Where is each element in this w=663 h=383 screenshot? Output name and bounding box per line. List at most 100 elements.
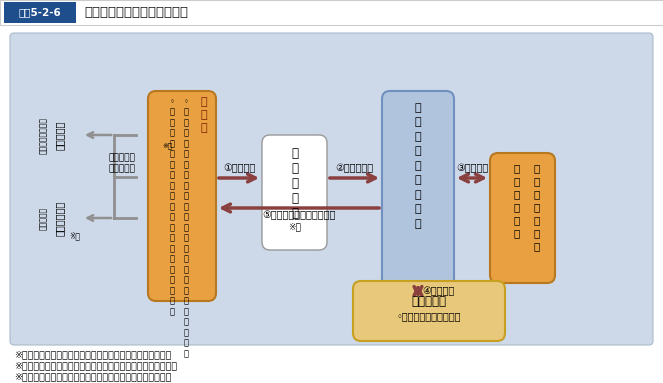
FancyBboxPatch shape	[262, 135, 327, 250]
Text: ご: ご	[170, 108, 174, 116]
Text: 入: 入	[184, 149, 188, 159]
Text: 加: 加	[184, 286, 188, 295]
Text: 生: 生	[414, 147, 421, 157]
Text: に: に	[184, 244, 188, 253]
FancyBboxPatch shape	[353, 281, 505, 341]
Text: る: る	[184, 192, 188, 200]
Text: 場: 場	[170, 223, 174, 232]
FancyBboxPatch shape	[4, 2, 76, 23]
Text: 年: 年	[291, 147, 298, 160]
Text: ※１　年金事務所で直ちに記録訂正できるものもあります。: ※１ 年金事務所で直ちに記録訂正できるものもあります。	[14, 350, 171, 359]
Text: 請: 請	[201, 97, 208, 107]
Text: ④諮問答申: ④諮問答申	[422, 286, 454, 296]
Text: 長: 長	[414, 219, 421, 229]
Text: 金: 金	[184, 265, 188, 274]
Text: 去: 去	[184, 234, 188, 242]
Text: て: て	[170, 192, 174, 200]
Text: た: た	[184, 339, 188, 347]
Text: に: に	[184, 129, 188, 137]
FancyBboxPatch shape	[0, 0, 663, 25]
Text: 司法手続きへ: 司法手続きへ	[55, 200, 65, 236]
Text: ⑤訂正（不訂正）決定通知: ⑤訂正（不訂正）決定通知	[263, 210, 335, 220]
Text: 地: 地	[414, 103, 421, 113]
Text: は: は	[170, 244, 174, 253]
Text: て: て	[184, 170, 188, 180]
Text: 局: 局	[414, 205, 421, 214]
Text: 務: 務	[291, 192, 298, 205]
Text: 求: 求	[201, 110, 208, 120]
Text: ◦: ◦	[184, 97, 188, 106]
Text: 関: 関	[534, 215, 540, 225]
Text: 地方審議会: 地方審議会	[412, 295, 446, 308]
Text: が: が	[170, 139, 174, 148]
Text: 方: 方	[170, 307, 174, 316]
Text: （裁判所）: （裁判所）	[38, 206, 48, 229]
Text: に: に	[184, 275, 188, 285]
Text: ※３: ※３	[70, 231, 80, 241]
Text: 不服申立へ: 不服申立へ	[55, 120, 65, 150]
FancyBboxPatch shape	[382, 91, 454, 301]
Text: 行: 行	[513, 163, 520, 173]
Text: ②請求書送付: ②請求書送付	[335, 163, 373, 173]
Text: 方: 方	[414, 118, 421, 128]
Text: の: の	[170, 296, 174, 306]
Text: ※３　不服申立を行わずに訴訟を提起することができます。: ※３ 不服申立を行わずに訴訟を提起することができます。	[14, 372, 171, 381]
Text: 所: 所	[291, 207, 298, 220]
Text: し: し	[184, 160, 188, 169]
Text: ・: ・	[184, 213, 188, 221]
Text: 過: 過	[184, 223, 188, 232]
Text: っ: っ	[170, 181, 174, 190]
Text: 、: 、	[170, 254, 174, 264]
Text: い: い	[170, 202, 174, 211]
Text: 者: 者	[534, 241, 540, 251]
Text: 係: 係	[534, 228, 540, 238]
Text: ）: ）	[414, 190, 421, 200]
Text: がある場合: がある場合	[109, 165, 135, 173]
Text: 等: 等	[513, 228, 520, 238]
Text: ※２: ※２	[162, 142, 172, 149]
FancyBboxPatch shape	[490, 153, 555, 283]
Text: ①訂正請求: ①訂正請求	[223, 163, 255, 173]
Text: 金: 金	[291, 162, 298, 175]
Text: く: く	[170, 160, 174, 169]
Text: 入: 入	[184, 296, 188, 306]
Text: 支: 支	[414, 175, 421, 185]
Text: ◦: ◦	[170, 97, 174, 106]
FancyBboxPatch shape	[10, 33, 653, 345]
Text: 決定に不服: 決定に不服	[109, 154, 135, 162]
Text: （厚生労働大臣）: （厚生労働大臣）	[38, 116, 48, 154]
Text: ※１: ※１	[288, 222, 301, 231]
Text: 厚: 厚	[414, 132, 421, 142]
FancyBboxPatch shape	[148, 91, 216, 301]
Text: 人: 人	[170, 129, 174, 137]
Text: 年: 年	[184, 108, 188, 116]
Text: い: い	[184, 181, 188, 190]
Text: 年金記録の訂正手続きの実施: 年金記録の訂正手続きの実施	[84, 6, 188, 19]
Text: 者: 者	[201, 123, 208, 133]
Text: 関: 関	[513, 202, 520, 212]
Text: 金: 金	[184, 118, 188, 127]
Text: い: い	[184, 328, 188, 337]
Text: 事: 事	[534, 163, 540, 173]
Text: ・: ・	[534, 202, 540, 212]
Text: て: て	[184, 318, 188, 326]
Text: 政: 政	[513, 176, 520, 186]
Text: 合: 合	[170, 234, 174, 242]
Text: 加: 加	[184, 139, 188, 148]
Text: 業: 業	[534, 176, 540, 186]
Text: 主: 主	[534, 189, 540, 199]
Text: （: （	[414, 161, 421, 171]
Text: な: な	[170, 170, 174, 180]
Text: 図表5-2-6: 図表5-2-6	[19, 8, 62, 18]
Text: 本: 本	[170, 118, 174, 127]
Text: 方: 方	[184, 202, 188, 211]
Text: 機: 機	[513, 189, 520, 199]
Text: 年: 年	[184, 254, 188, 264]
Text: ※２　遺族年金の受給権者であるなど一定の条件があります。: ※２ 遺族年金の受給権者であるなど一定の条件があります。	[14, 361, 177, 370]
Text: ご: ご	[170, 265, 174, 274]
Text: 族: 族	[170, 286, 174, 295]
Text: ◦訂正の要否に係る審議: ◦訂正の要否に係る審議	[396, 311, 461, 321]
Text: ③資料収集: ③資料収集	[456, 163, 488, 173]
Text: 遺: 遺	[170, 275, 174, 285]
Text: る: る	[170, 213, 174, 221]
